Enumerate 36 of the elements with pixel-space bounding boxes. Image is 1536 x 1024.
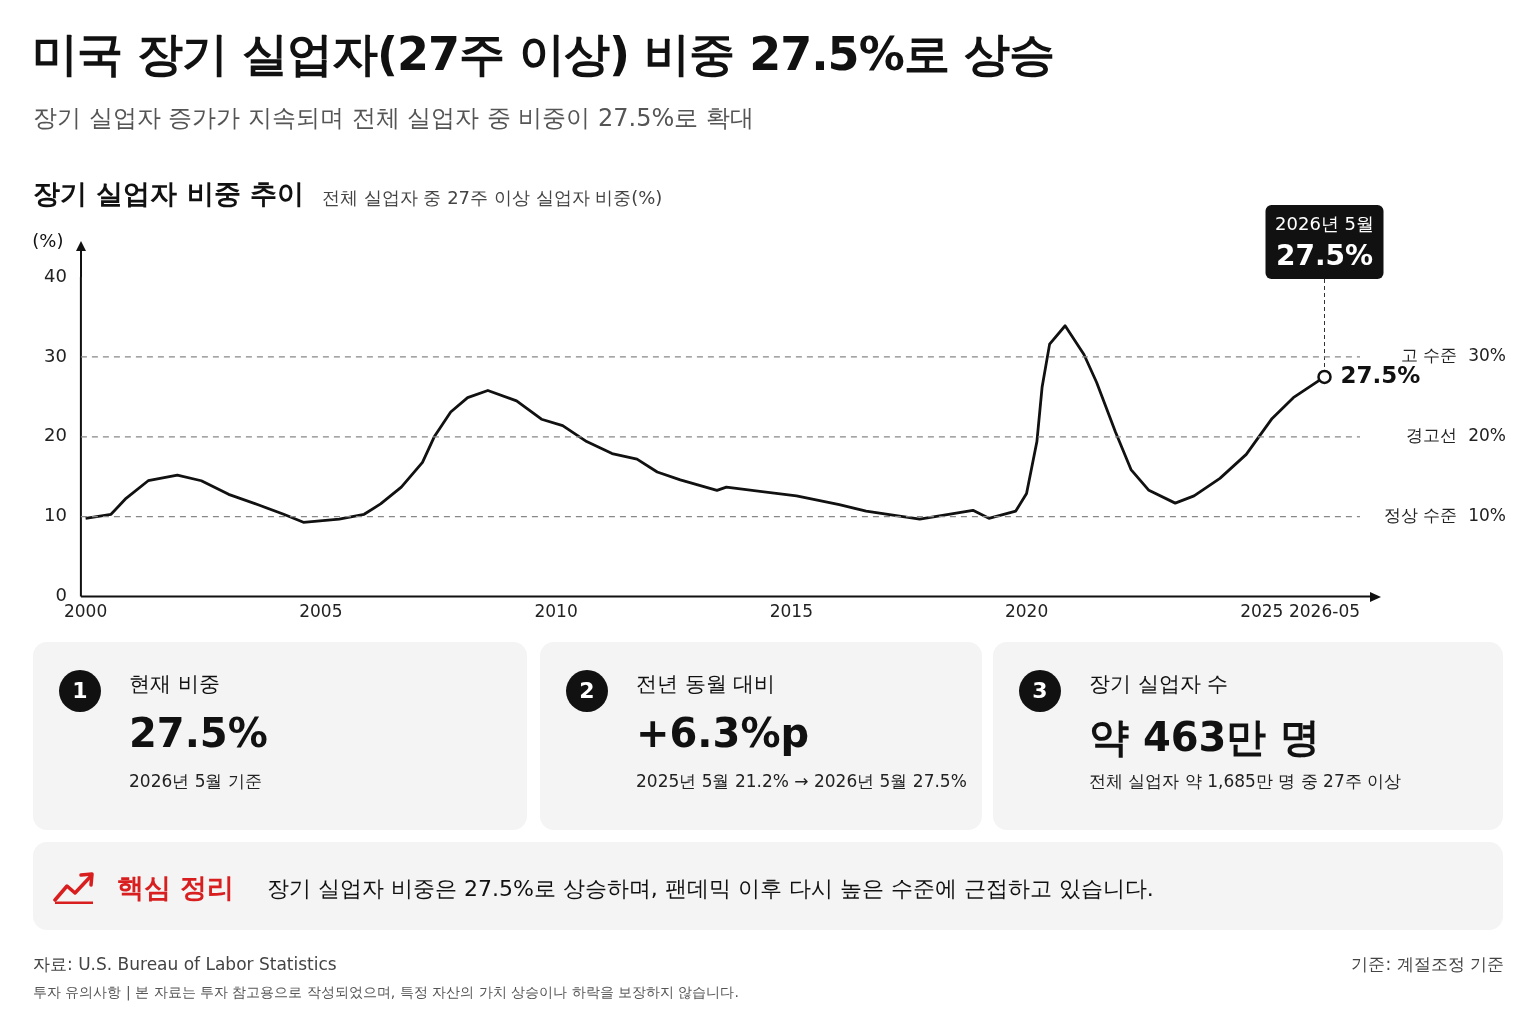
annotation: 2026년 5월 27.5% <box>1275 212 1374 273</box>
text: 투자 유의사항 | 본 자료는 투자 참고용으로 작성되었으며, 특정 자산의 가치 상승이나 하락을 보장하지 않습니다. <box>33 984 739 1002</box>
text: 약 463만 명 <box>1089 713 1321 762</box>
text: 2 <box>566 670 608 712</box>
text: 27.5% <box>129 710 268 756</box>
x-tick-label: 2005 <box>299 601 343 622</box>
text: +6.3%p <box>636 710 810 756</box>
x-tick-label: 2015 <box>769 601 813 622</box>
x-tick-label: 2025 <box>1240 601 1284 622</box>
y-tick-label: 10 <box>44 504 67 526</box>
text: 장기 실업자 수 <box>1089 671 1229 698</box>
text: 장기 실업자 비중은 27.5%로 상승하며, 팬데믹 이후 다시 높은 수준에 근접하고 있습니다. <box>267 875 1154 903</box>
text: 현재 비중 <box>129 671 220 698</box>
text: 전년 동월 대비 <box>636 671 776 698</box>
text: 3 <box>1019 670 1061 712</box>
text: 핵심 정리 <box>117 871 235 905</box>
y-axis-title: (%) <box>32 229 64 251</box>
text: 2026년 5월 기준 <box>129 770 262 793</box>
text: 2025년 5월 21.2% → 2026년 5월 27.5% <box>636 770 967 793</box>
text: 전체 실업자 약 1,685만 명 중 27주 이상 <box>1089 770 1402 793</box>
text: 1 <box>59 670 101 712</box>
chart-subtitle: 장기 실업자 증가가 지속되며 전체 실업자 중 비중이 27.5%로 확대 <box>33 103 754 134</box>
text: 기준: 계절조정 기준 <box>1351 953 1504 976</box>
text: 장기 실업자 비중 추이 <box>33 177 305 211</box>
text: 전체 실업자 중 27주 이상 실업자 비중(%) <box>322 186 663 210</box>
x-tick-label: 2000 <box>63 601 108 622</box>
chart-title: 미국 장기 실업자(27주 이상) 비중 27.5%로 상승 <box>32 26 1054 83</box>
y-tick-label: 40 <box>44 264 67 286</box>
text: 자료: U.S. Bureau of Labor Statistics <box>33 953 337 976</box>
y-tick-label: 20 <box>44 424 67 446</box>
x-tick-label: 2020 <box>1004 601 1049 622</box>
ref-line-label: 정상 수준 10% <box>1384 505 1506 526</box>
x-tick-label: 2010 <box>534 601 578 622</box>
x-tick-label: 2026-05 <box>1288 601 1361 622</box>
ref-line-label: 경고선 20% <box>1406 425 1506 446</box>
y-tick-label: 30 <box>44 344 67 366</box>
